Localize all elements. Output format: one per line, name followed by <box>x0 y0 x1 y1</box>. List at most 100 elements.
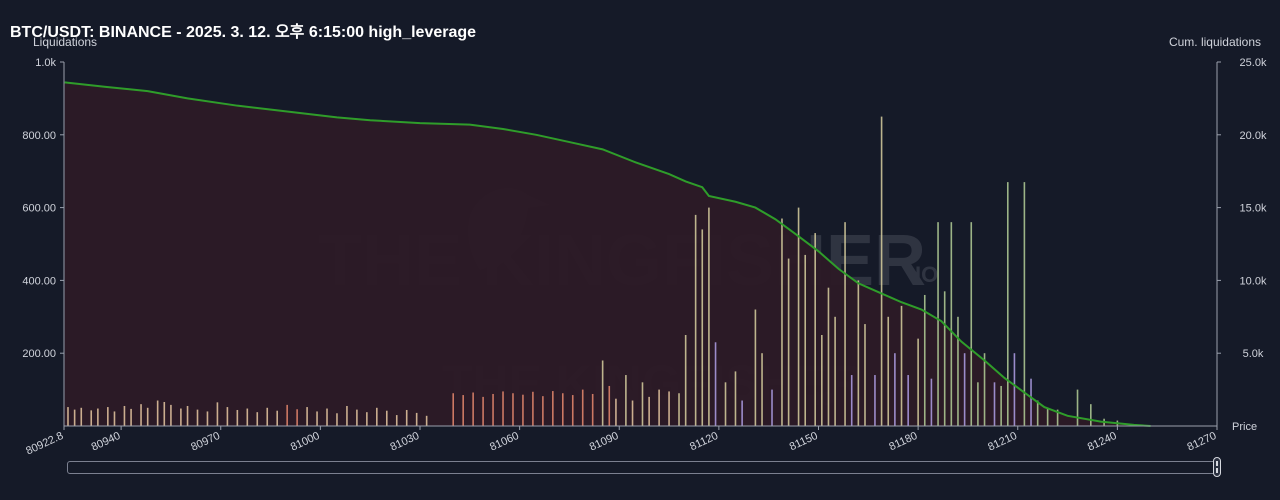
liquidation-bar-62 <box>658 389 660 426</box>
liquidation-bar-44 <box>492 393 494 426</box>
liquidation-bar-97 <box>937 222 939 426</box>
liquidation-bar-15 <box>186 405 189 426</box>
y2-tick-label-0: 25.0k <box>1240 57 1267 69</box>
x-tick-label-1: 80940 <box>90 430 123 454</box>
liquidation-bar-57 <box>615 398 617 426</box>
y2-tick-label-2: 15.0k <box>1240 203 1267 215</box>
liquidation-bar-113 <box>1056 409 1059 426</box>
liquidation-bar-101 <box>963 353 966 426</box>
y-axis-title: Liquidations <box>33 35 98 49</box>
liquidation-bar-42 <box>472 392 474 426</box>
liquidation-bar-40 <box>452 393 454 426</box>
liquidation-bar-93 <box>907 375 909 426</box>
liquidation-bar-68 <box>708 207 710 426</box>
liquidation-bar-102 <box>970 222 973 426</box>
liquidation-bar-98 <box>943 291 946 426</box>
x-tick-label-8: 81150 <box>788 430 820 453</box>
liquidation-bar-2 <box>80 407 83 426</box>
liquidation-bar-87 <box>864 324 866 426</box>
liquidation-bar-50 <box>552 391 554 426</box>
liquidation-bar-8 <box>130 408 132 426</box>
liquidation-bar-105 <box>993 382 996 426</box>
cumulative-liquidations-line <box>64 81 1151 427</box>
liquidation-bar-31 <box>346 405 348 426</box>
x-tick-label-3: 81000 <box>289 430 322 454</box>
liquidation-bar-13 <box>170 404 172 426</box>
x-tick-label-4: 81030 <box>388 430 421 454</box>
liquidation-bar-20 <box>236 409 239 426</box>
liquidation-bar-3 <box>90 410 93 426</box>
liquidation-bar-23 <box>266 407 269 426</box>
liquidation-bar-32 <box>356 409 358 426</box>
x-tick-label-6: 81090 <box>588 430 621 454</box>
liquidation-bar-67 <box>701 229 704 426</box>
liquidation-bar-58 <box>625 375 627 426</box>
cumulative-area-fill <box>64 82 1151 426</box>
liquidation-bar-100 <box>957 316 959 426</box>
liquidation-bar-92 <box>900 305 903 426</box>
watermark-suffix-large: IO <box>915 262 938 287</box>
liquidation-bar-95 <box>923 294 926 426</box>
liquidation-bar-71 <box>734 371 737 426</box>
liquidation-bar-22 <box>256 412 259 426</box>
liquidation-bar-73 <box>754 309 757 426</box>
liquidation-bar-111 <box>1036 400 1039 426</box>
liquidation-bar-41 <box>462 395 464 426</box>
liquidation-bar-112 <box>1046 407 1049 426</box>
liquidation-bar-54 <box>591 393 594 426</box>
scrollbar-handle[interactable] <box>1213 457 1221 477</box>
liquidation-bar-19 <box>226 407 229 426</box>
liquidation-bar-30 <box>336 413 338 426</box>
x-tick-label-9: 81180 <box>887 430 919 453</box>
liquidation-bar-33 <box>366 412 368 426</box>
y-tick-label-3: 400.00 <box>22 275 56 287</box>
liquidation-bar-63 <box>668 391 670 426</box>
liquidation-bar-26 <box>296 409 298 426</box>
y-tick-label-4: 200.00 <box>22 348 56 360</box>
y2-tick-label-1: 20.0k <box>1240 130 1267 142</box>
liquidation-bar-24 <box>276 410 278 426</box>
liquidation-bar-28 <box>316 411 318 426</box>
liquidation-bar-109 <box>1023 182 1026 426</box>
x-axis-title: Price <box>1232 421 1257 433</box>
x-tick-label-12: 81270 <box>1185 430 1218 454</box>
liquidation-bar-10 <box>146 407 149 426</box>
liquidation-bar-5 <box>107 407 109 426</box>
liquidation-bar-89 <box>880 116 883 426</box>
liquidation-bar-11 <box>156 400 159 426</box>
liquidation-bar-65 <box>684 335 687 426</box>
liquidation-bar-85 <box>850 375 853 426</box>
y2-tick-label-4: 5.0k <box>1243 348 1264 360</box>
liquidation-bar-21 <box>246 408 249 426</box>
liquidation-bar-66 <box>694 214 697 426</box>
liquidation-bar-83 <box>834 316 836 426</box>
liquidation-bar-106 <box>1000 385 1002 426</box>
liquidation-bar-99 <box>950 222 953 426</box>
liquidation-bar-6 <box>113 411 116 426</box>
liquidation-bar-37 <box>405 409 408 426</box>
liquidation-bar-96 <box>930 378 933 426</box>
liquidation-bar-115 <box>1090 404 1092 426</box>
liquidation-bar-29 <box>326 408 328 426</box>
chart-scrollbar[interactable] <box>67 461 1217 474</box>
liquidation-bar-94 <box>917 338 919 426</box>
liquidation-bar-84 <box>844 222 846 426</box>
liquidation-bar-114 <box>1076 389 1079 426</box>
liquidation-bar-34 <box>376 407 378 426</box>
x-tick-label-0: 80922.8 <box>24 430 65 458</box>
liquidation-bar-46 <box>512 393 514 426</box>
liquidation-bar-77 <box>787 258 790 426</box>
y2-axis-title: Cum. liquidations <box>1168 35 1261 49</box>
liquidation-bar-43 <box>482 396 484 426</box>
liquidation-bar-0 <box>67 407 69 426</box>
liquidation-bar-75 <box>771 389 773 426</box>
liquidation-bar-12 <box>163 401 166 426</box>
x-tick-label-10: 81210 <box>986 430 1019 454</box>
liquidation-bar-39 <box>425 415 428 426</box>
liquidation-bar-70 <box>724 382 727 426</box>
liquidation-bar-80 <box>814 233 816 426</box>
liquidation-bar-27 <box>306 407 308 426</box>
liquidation-bar-38 <box>415 412 418 426</box>
liquidation-bar-78 <box>797 207 800 426</box>
